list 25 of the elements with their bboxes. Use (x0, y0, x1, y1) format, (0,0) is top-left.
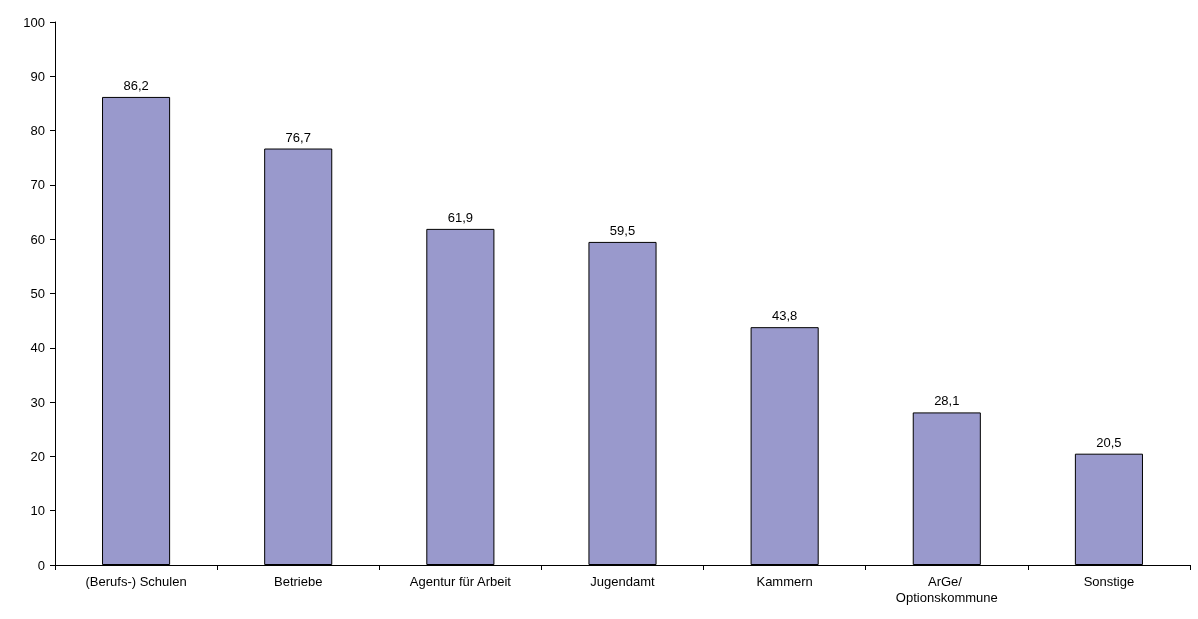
x-tick-label: ArGe/ Optionskommune (895, 573, 998, 605)
data-label: 28,1 (934, 393, 960, 409)
x-tick-label: Kammern (756, 573, 813, 589)
data-label: 61,9 (447, 209, 474, 225)
y-tick-label: 50 (30, 286, 45, 301)
y-tick-label: 10 (30, 503, 45, 519)
y-tick-label: 100 (23, 14, 45, 30)
y-tick-label: 40 (30, 340, 45, 356)
data-label: 76,7 (285, 129, 311, 145)
x-tick-label: Agentur für Arbeit (409, 573, 512, 589)
data-label: 86,2 (123, 77, 149, 93)
x-tick-label: Jugendamt (590, 573, 656, 589)
data-label: 20,5 (1096, 434, 1122, 450)
y-tick-label: 0 (37, 557, 45, 573)
y-tick-label: 30 (30, 394, 45, 410)
data-label: 59,5 (609, 222, 636, 238)
y-tick-label: 20 (30, 448, 45, 464)
y-tick-label: 90 (30, 68, 45, 84)
x-tick-label: Sonstige (1083, 573, 1135, 589)
x-tick-label: Betriebe (274, 573, 323, 589)
data-label: 43,8 (771, 308, 798, 324)
y-tick-label: 80 (30, 123, 45, 139)
y-tick-label: 70 (30, 177, 45, 193)
y-tick-label: 60 (30, 231, 45, 247)
x-tick-label: (Berufs-) Schulen (85, 573, 187, 589)
